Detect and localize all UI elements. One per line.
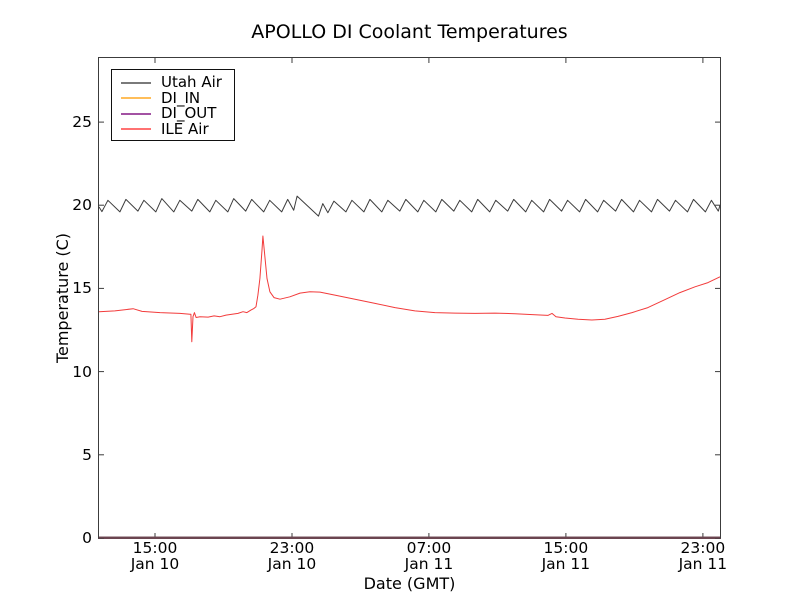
legend-item: DI_IN [121,88,234,107]
legend-label: DI_IN [161,88,201,107]
y-tick-label: 5 [82,445,92,464]
y-tick-label: 20 [72,196,92,215]
y-tick-label: 15 [72,279,92,298]
x-tick-label: 15:00 Jan 10 [130,539,180,573]
legend-item: ILE Air [121,119,234,138]
x-tick-label: 23:00 Jan 11 [678,539,728,573]
legend-line-sample [121,112,151,115]
y-tick-label: 25 [72,113,92,132]
series-line-ile-air [98,235,721,343]
x-axis-title: Date (GMT) [363,574,456,593]
y-tick-label: 10 [72,362,92,381]
chart-title: APOLLO DI Coolant Temperatures [251,21,568,43]
y-tick-label: 0 [82,529,92,547]
x-tick-label: 15:00 Jan 11 [541,539,591,573]
x-tick-label: 07:00 Jan 11 [404,539,454,573]
legend-label: ILE Air [161,119,209,138]
legend-item: Utah Air [121,75,234,91]
x-tick-label: 23:00 Jan 10 [267,539,317,573]
legend-line-sample [121,97,151,100]
series-line-utah-air [98,195,721,217]
legend-label: DI_OUT [161,104,217,123]
legend-label: Utah Air [161,73,222,92]
plot-canvas [98,58,721,539]
legend-rows: Utah Air DI_IN DI_OUT ILE Air [121,75,234,137]
legend: Utah Air DI_IN DI_OUT ILE Air [111,69,235,141]
y-axis-title: Temperature (C) [53,232,72,364]
legend-line-sample [121,128,151,131]
legend-item: DI_OUT [121,106,234,122]
legend-line-sample [121,81,151,84]
